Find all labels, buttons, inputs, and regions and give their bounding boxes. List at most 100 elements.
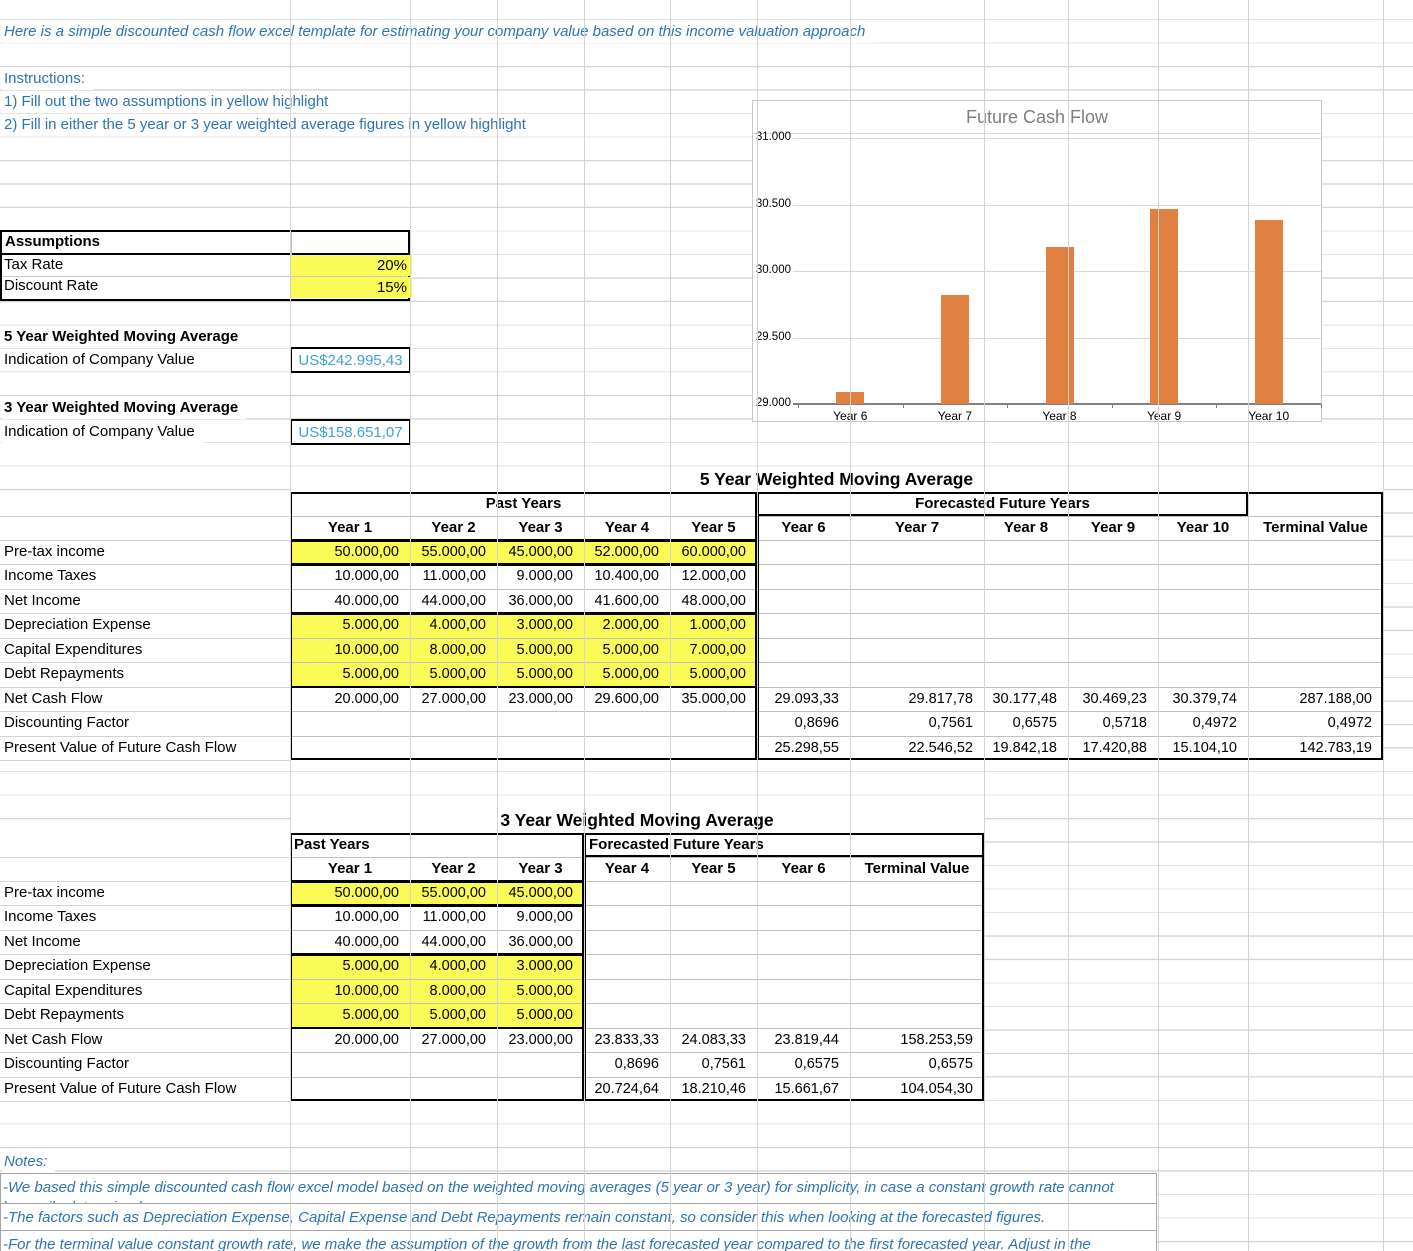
t3-cell-r6c1[interactable]: 5.000,00 bbox=[342, 1007, 399, 1024]
t5-cell-r6c3[interactable]: 5.000,00 bbox=[516, 666, 573, 683]
t5-row-label-9: Present Value of Future Cash Flow bbox=[4, 738, 237, 756]
t5-cell-r6c2[interactable]: 5.000,00 bbox=[429, 666, 486, 683]
t3-cell-r7c3: 23.000,00 bbox=[508, 1031, 573, 1048]
grid-row-line bbox=[0, 711, 290, 713]
table5-row-labels: Pre-tax income Income Taxes Net Income Depr… bbox=[0, 492, 290, 761]
t5-cell-r6c4[interactable]: 5.000,00 bbox=[602, 666, 659, 683]
t5-cell-r8c6: 0,8696 bbox=[794, 715, 839, 732]
grid-row-line bbox=[0, 881, 290, 882]
t5-cell-r5c1[interactable]: 10.000,00 bbox=[334, 641, 399, 658]
t5-cell-r7c3: 23.000,00 bbox=[508, 690, 573, 707]
t5-col-header-1: Year 1 bbox=[327, 519, 373, 536]
x-tick-label: Year 10 bbox=[1248, 409, 1290, 423]
t5-cell-r1c1[interactable]: 50.000,00 bbox=[334, 544, 399, 560]
t3-cell-r4c3[interactable]: 3.000,00 bbox=[516, 958, 573, 975]
t5-input-rows-expenses[interactable] bbox=[290, 613, 757, 687]
t3-cell-r1c2[interactable]: 55.000,00 bbox=[421, 885, 486, 901]
t3-input-row-pretax[interactable] bbox=[290, 881, 584, 906]
t3-row-label-3: Net Income bbox=[4, 932, 81, 950]
t3-row-label-4: Depreciation Expense bbox=[4, 957, 151, 975]
t3-col-header-1: Year 1 bbox=[327, 860, 373, 877]
t5-cell-r4c4[interactable]: 2.000,00 bbox=[602, 617, 659, 634]
t3-col-header-6: Year 6 bbox=[781, 860, 826, 877]
grid-row-line bbox=[0, 759, 290, 761]
t3-cell-r6c3[interactable]: 5.000,00 bbox=[516, 1007, 573, 1024]
discount-rate-input-cell[interactable]: 15% bbox=[291, 277, 412, 298]
t5-cell-r4c5[interactable]: 1.000,00 bbox=[689, 617, 746, 634]
grid-column-line bbox=[1068, 0, 1069, 1251]
t5-col-header-8: Year 8 bbox=[1003, 519, 1049, 536]
t5-cell-r9c9: 17.420,88 bbox=[1082, 739, 1147, 756]
grid-column-line bbox=[757, 0, 758, 1251]
t5-input-row-pretax[interactable] bbox=[290, 540, 757, 565]
t5-cell-r3c4: 41.600,00 bbox=[594, 592, 659, 609]
t5-cell-r9c6: 25.298,55 bbox=[774, 739, 839, 756]
t5-cell-r5c3[interactable]: 5.000,00 bbox=[516, 641, 573, 658]
grid-column-line bbox=[670, 0, 671, 1251]
grid-column-line bbox=[410, 0, 411, 1251]
grid-row-line bbox=[0, 637, 290, 639]
y-tick-label: 30.500 bbox=[755, 197, 791, 210]
x-axis-tick bbox=[1111, 404, 1113, 408]
t5-cell-r8c10: 0,4972 bbox=[1192, 715, 1237, 732]
t3-cell-r5c3[interactable]: 5.000,00 bbox=[516, 982, 573, 999]
t5-cell-r1c3[interactable]: 45.000,00 bbox=[508, 544, 573, 560]
t5-cell-r6c5[interactable]: 5.000,00 bbox=[689, 666, 746, 683]
t5-cell-r4c3[interactable]: 3.000,00 bbox=[516, 617, 573, 634]
t5-cell-r7c7: 29.817,78 bbox=[908, 690, 973, 707]
cell-border bbox=[290, 929, 984, 931]
t5-cell-r3c5: 48.000,00 bbox=[681, 592, 746, 609]
t5-cell-r4c2[interactable]: 4.000,00 bbox=[429, 617, 486, 634]
t5-cell-r6c1[interactable]: 5.000,00 bbox=[342, 666, 399, 683]
t5-row-label-3: Net Income bbox=[4, 591, 81, 609]
grid-column-line bbox=[497, 0, 498, 1251]
t3-cell-r5c1[interactable]: 10.000,00 bbox=[334, 982, 399, 999]
cell-border bbox=[757, 540, 1383, 541]
t5-cell-r7c8: 30.177,48 bbox=[992, 690, 1057, 707]
t3-cell-r2c1: 10.000,00 bbox=[334, 909, 399, 926]
grid-row-line bbox=[0, 1052, 290, 1054]
chart-gridline bbox=[793, 138, 1321, 139]
t3-cell-r8c7: 0,6575 bbox=[928, 1056, 973, 1073]
t3-row-label-1: Pre-tax income bbox=[4, 884, 105, 901]
t3-cell-r4c2[interactable]: 4.000,00 bbox=[429, 958, 486, 975]
notes-label: Notes: bbox=[2, 1151, 56, 1173]
t3-cell-r4c1[interactable]: 5.000,00 bbox=[342, 958, 399, 975]
section-border bbox=[290, 685, 757, 689]
grid-row-line bbox=[0, 1027, 290, 1029]
t5-cell-r5c4[interactable]: 5.000,00 bbox=[602, 641, 659, 658]
t5-cell-r2c1: 10.000,00 bbox=[334, 568, 399, 585]
t3-cell-r3c3: 36.000,00 bbox=[508, 933, 573, 950]
t5-cell-r1c4[interactable]: 52.000,00 bbox=[594, 544, 659, 560]
t5-col-header-7: Year 7 bbox=[894, 519, 940, 536]
t3-cell-r8c5: 0,7561 bbox=[701, 1056, 746, 1073]
t3-cell-r5c2[interactable]: 8.000,00 bbox=[429, 982, 486, 999]
t3-cell-r7c6: 23.819,44 bbox=[774, 1031, 839, 1048]
future-block-border bbox=[584, 833, 984, 1101]
section-border bbox=[290, 539, 757, 542]
t3-cell-r1c1[interactable]: 50.000,00 bbox=[334, 885, 399, 901]
x-axis-tick bbox=[902, 404, 904, 408]
cell-border bbox=[290, 662, 1383, 664]
t3-cell-r6c2[interactable]: 5.000,00 bbox=[429, 1007, 486, 1024]
t5-cell-r4c1[interactable]: 5.000,00 bbox=[342, 617, 399, 634]
tax-rate-input-cell[interactable]: 20% bbox=[291, 255, 412, 276]
grid-row-line bbox=[0, 686, 290, 688]
t3-input-rows-expenses[interactable] bbox=[290, 954, 584, 1028]
cell-border bbox=[290, 1003, 984, 1005]
t5-cell-r1c5[interactable]: 60.000,00 bbox=[681, 544, 746, 560]
t5-col-header-6: Year 6 bbox=[781, 519, 826, 536]
t3-row-label-5: Capital Expenditures bbox=[4, 981, 143, 999]
bar-year-8 bbox=[1045, 247, 1074, 404]
t3-cell-r3c2: 44.000,00 bbox=[421, 933, 486, 950]
t5-cell-r5c5[interactable]: 7.000,00 bbox=[689, 641, 746, 658]
past-block-border bbox=[290, 833, 584, 1101]
section-border bbox=[290, 880, 584, 883]
t3-col-header-2: Year 2 bbox=[431, 860, 476, 877]
t5-cell-r1c2[interactable]: 55.000,00 bbox=[421, 544, 486, 560]
sheet-title: Here is a simple discounted cash flow ex… bbox=[2, 21, 874, 43]
t5-cell-r3c1: 40.000,00 bbox=[334, 592, 399, 609]
t5-col-header-11: Terminal Value bbox=[1263, 519, 1368, 536]
t5-cell-r5c2[interactable]: 8.000,00 bbox=[429, 641, 486, 658]
t3-cell-r1c3[interactable]: 45.000,00 bbox=[508, 885, 573, 901]
